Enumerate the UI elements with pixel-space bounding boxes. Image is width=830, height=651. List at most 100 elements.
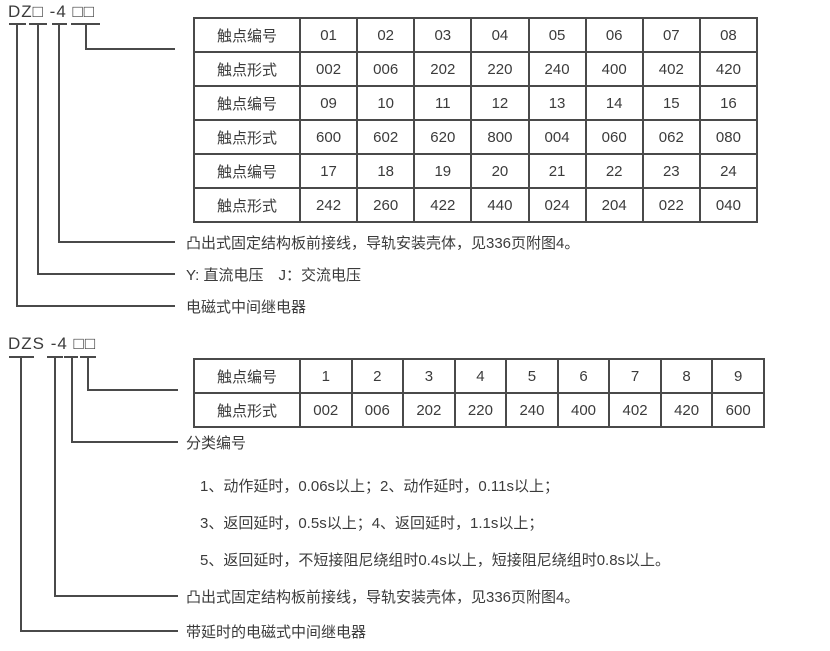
value-cell: 06 <box>584 17 644 53</box>
value-cell: 18 <box>356 153 416 189</box>
value-cell: 620 <box>413 119 473 155</box>
value-cell: 4 <box>453 358 508 394</box>
value-cell: 402 <box>608 392 662 428</box>
value-cell: 422 <box>413 187 473 223</box>
value-cell: 024 <box>527 187 587 223</box>
value-cell: 03 <box>413 17 473 53</box>
value-cell: 02 <box>356 17 416 53</box>
value-cell: 5 <box>505 358 559 394</box>
value-cell: 12 <box>470 85 530 121</box>
dzs-contact-code-table: 触点编号 1 2 3 4 5 6 7 8 9 触点形式 002 006 202 220 240 400 402 42… <box>193 358 765 428</box>
value-cell: 204 <box>584 187 644 223</box>
value-cell: 8 <box>659 358 714 394</box>
value-cell: 006 <box>350 392 405 428</box>
value-cell: 080 <box>698 119 759 155</box>
value-cell: 2 <box>350 358 405 394</box>
value-cell: 11 <box>413 85 473 121</box>
dz-connector-case <box>58 24 175 243</box>
row-header-cell: 触点编号 <box>193 153 301 189</box>
value-cell: 17 <box>298 153 359 189</box>
value-cell: 202 <box>402 392 456 428</box>
table-row: 触点形式 002 006 202 220 240 400 402 420 <box>193 51 759 87</box>
value-cell: 600 <box>298 119 359 155</box>
dzs-label-relay-type: 带延时的电磁式中间继电器 <box>186 624 367 641</box>
value-cell: 002 <box>298 51 359 87</box>
value-cell: 220 <box>470 51 530 87</box>
value-cell: 600 <box>711 392 765 428</box>
value-cell: 240 <box>505 392 559 428</box>
value-cell: 6 <box>556 358 611 394</box>
value-cell: 602 <box>356 119 416 155</box>
value-cell: 9 <box>711 358 765 394</box>
table-row: 触点编号 09 10 11 12 13 14 15 16 <box>193 85 759 121</box>
value-cell: 060 <box>584 119 644 155</box>
value-cell: 400 <box>556 392 611 428</box>
value-cell: 240 <box>527 51 587 87</box>
row-header-cell: 触点形式 <box>193 119 301 155</box>
value-cell: 7 <box>608 358 662 394</box>
value-cell: 400 <box>584 51 644 87</box>
dz-contact-code-table: 触点编号 01 02 03 04 05 06 07 08 触点形式 002 006 202 220 240 4… <box>193 17 759 223</box>
value-cell: 23 <box>641 153 701 189</box>
dz-connector-contact-table <box>85 24 175 50</box>
dzs-connector-contact-table <box>87 357 178 391</box>
table-row: 触点编号 01 02 03 04 05 06 07 08 <box>193 17 759 53</box>
value-cell: 062 <box>641 119 701 155</box>
value-cell: 14 <box>584 85 644 121</box>
value-cell: 420 <box>698 51 759 87</box>
value-cell: 002 <box>299 392 353 428</box>
value-cell: 006 <box>356 51 416 87</box>
table-row: 触点形式 600 602 620 800 004 060 062 080 <box>193 119 759 155</box>
value-cell: 19 <box>413 153 473 189</box>
row-header-cell: 触点编号 <box>193 358 301 394</box>
dzs-classification-note-1: 1、动作延时，0.06s以上；2、动作延时，0.11s以上； <box>200 478 559 495</box>
dz-label-voltage: Y: 直流电压 J：交流电压 <box>186 267 362 284</box>
value-cell: 242 <box>298 187 359 223</box>
value-cell: 260 <box>356 187 416 223</box>
value-cell: 022 <box>641 187 701 223</box>
dzs-classification-note-3: 5、返回延时，不短接阻尼绕组时0.4s以上，短接阻尼绕组时0.8s以上。 <box>200 552 671 569</box>
table-row: 触点编号 1 2 3 4 5 6 7 8 9 <box>193 358 765 394</box>
value-cell: 13 <box>527 85 587 121</box>
dzs-connector-classification <box>71 357 178 443</box>
dzs-connector-case <box>54 357 178 597</box>
dzs-classification-note-2: 3、返回延时，0.5s以上；4、返回延时，1.1s以上； <box>200 515 544 532</box>
value-cell: 040 <box>698 187 759 223</box>
dz-label-relay-type: 电磁式中间继电器 <box>186 299 307 316</box>
row-header-cell: 触点编号 <box>193 85 301 121</box>
value-cell: 004 <box>527 119 587 155</box>
dzs-model-code: DZS -4 □□ <box>8 334 97 353</box>
value-cell: 202 <box>413 51 473 87</box>
value-cell: 3 <box>402 358 456 394</box>
dz-model-code: DZ□ -4 □□ <box>8 2 96 21</box>
row-header-cell: 触点形式 <box>193 392 301 428</box>
value-cell: 16 <box>698 85 759 121</box>
value-cell: 402 <box>641 51 701 87</box>
dz-connector-relay-type <box>16 24 175 307</box>
dzs-label-case: 凸出式固定结构板前接线，导轨安装壳体，见336页附图4。 <box>186 589 580 606</box>
value-cell: 20 <box>470 153 530 189</box>
row-header-cell: 触点形式 <box>193 187 301 223</box>
value-cell: 21 <box>527 153 587 189</box>
value-cell: 07 <box>641 17 701 53</box>
value-cell: 800 <box>470 119 530 155</box>
value-cell: 440 <box>470 187 530 223</box>
dzs-label-classification: 分类编号 <box>186 435 247 452</box>
value-cell: 22 <box>584 153 644 189</box>
value-cell: 10 <box>356 85 416 121</box>
row-header-cell: 触点形式 <box>193 51 301 87</box>
value-cell: 420 <box>659 392 714 428</box>
table-row: 触点编号 17 18 19 20 21 22 23 24 <box>193 153 759 189</box>
value-cell: 24 <box>698 153 759 189</box>
dz-connector-voltage <box>37 24 175 275</box>
value-cell: 05 <box>527 17 587 53</box>
value-cell: 08 <box>698 17 759 53</box>
table-row: 触点形式 242 260 422 440 024 204 022 040 <box>193 187 759 223</box>
dz-label-case: 凸出式固定结构板前接线，导轨安装壳体，见336页附图4。 <box>186 235 580 252</box>
value-cell: 220 <box>453 392 508 428</box>
value-cell: 09 <box>298 85 359 121</box>
value-cell: 01 <box>298 17 359 53</box>
table-row: 触点形式 002 006 202 220 240 400 402 420 600 <box>193 392 765 428</box>
value-cell: 1 <box>299 358 353 394</box>
